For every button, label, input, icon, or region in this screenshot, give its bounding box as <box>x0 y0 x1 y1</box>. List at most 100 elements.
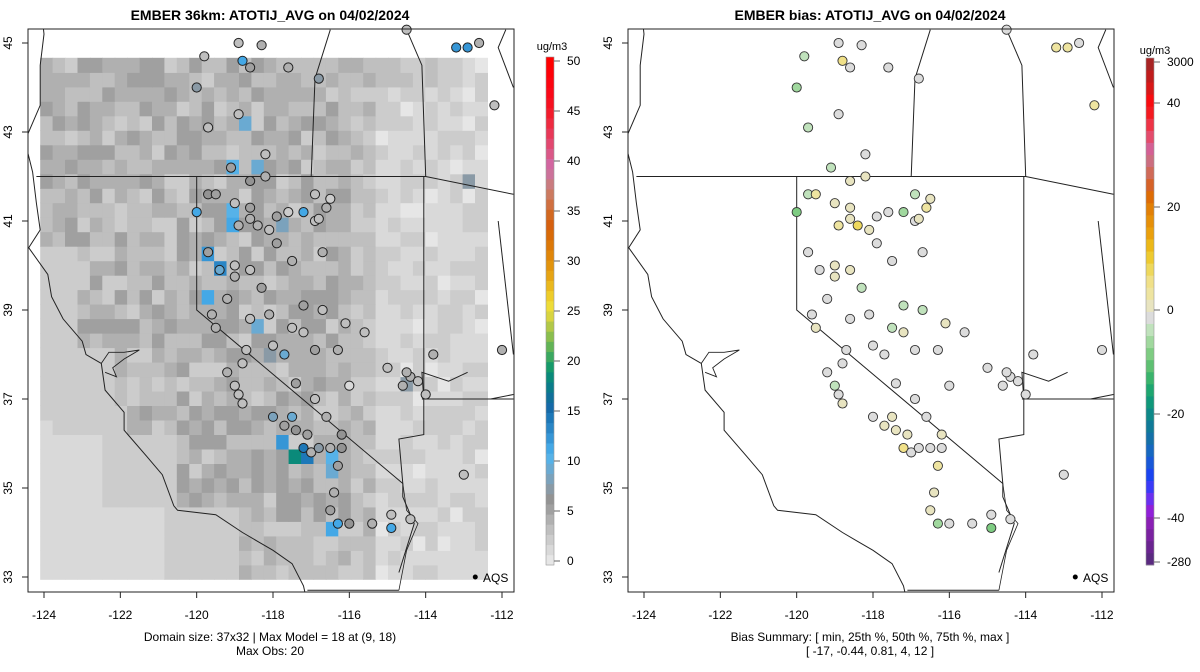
grid-cell <box>425 101 439 117</box>
state-border-line <box>490 394 514 400</box>
grid-cell <box>189 115 203 131</box>
grid-cell <box>65 86 78 102</box>
grid-cell <box>189 564 203 580</box>
colorbar-swatch <box>1146 335 1154 349</box>
grid-cell <box>412 275 426 291</box>
grid-cell <box>40 188 54 204</box>
grid-cell <box>288 101 302 117</box>
state-border-line <box>1097 220 1114 355</box>
obs-site-marker <box>264 224 275 235</box>
grid-cell <box>176 550 190 566</box>
grid-cell <box>40 419 54 435</box>
state-border-line <box>196 176 404 484</box>
grid-cell <box>176 202 190 218</box>
colorbar-tick-label: 0 <box>1167 303 1174 317</box>
grid-cell <box>412 492 426 508</box>
grid-cell <box>313 448 327 464</box>
grid-cell <box>325 535 339 551</box>
grid-cell <box>226 434 240 450</box>
obs-site-marker <box>256 282 267 293</box>
grid-cell <box>201 376 215 392</box>
grid-cell <box>363 419 377 435</box>
bias-site-marker <box>944 518 955 529</box>
grid-cell <box>251 521 265 537</box>
grid-cell <box>325 289 339 305</box>
grid-cell <box>301 550 315 566</box>
obs-site-marker <box>458 469 469 480</box>
bias-site-marker <box>837 398 848 409</box>
grid-cell <box>127 521 141 537</box>
grid-cell <box>65 477 78 493</box>
grid-cell <box>437 390 451 406</box>
colorbar-swatch <box>1146 154 1154 168</box>
bias-site-marker <box>856 282 867 293</box>
grid-cell <box>214 376 228 392</box>
grid-cell <box>114 188 128 204</box>
grid-cell <box>437 564 451 580</box>
colorbar-swatch <box>1146 227 1154 240</box>
grid-cell <box>139 159 153 175</box>
grid-cell <box>263 57 277 73</box>
model-colorbar-unit: ug/m3 <box>537 41 568 53</box>
obs-site-marker <box>264 309 275 320</box>
grid-cell <box>176 434 190 450</box>
obs-site-marker <box>386 509 397 520</box>
grid-cell <box>239 188 252 204</box>
bias-site-marker <box>909 189 921 200</box>
colorbar-swatch <box>546 239 554 251</box>
grid-cell <box>52 289 66 305</box>
x-tick-label: -114 <box>1014 608 1037 622</box>
bias-site-marker <box>913 442 924 454</box>
grid-cell <box>412 173 426 189</box>
grid-cell <box>251 506 265 522</box>
grid-cell <box>276 260 290 276</box>
grid-cell <box>276 130 290 146</box>
grid-cell <box>338 304 352 320</box>
grid-cell <box>325 246 339 262</box>
grid-cell <box>226 318 240 334</box>
grid-cell <box>189 521 203 537</box>
colorbar-swatch <box>1146 287 1154 300</box>
grid-cell <box>450 535 464 551</box>
grid-cell <box>102 521 116 537</box>
grid-cell <box>176 564 190 580</box>
grid-cell <box>40 506 54 522</box>
y-tick-label: 45 <box>601 36 615 50</box>
grid-cell <box>65 506 78 522</box>
grid-cell <box>450 550 464 566</box>
grid-cell <box>425 289 439 305</box>
grid-cell <box>375 289 389 305</box>
grid-cell <box>201 275 215 291</box>
bias-site-marker <box>913 213 924 224</box>
grid-cell <box>89 535 103 551</box>
grid-cell <box>251 434 265 450</box>
y-tick-label: 41 <box>1 214 15 228</box>
grid-cell <box>363 231 377 247</box>
grid-cell <box>363 564 377 580</box>
grid-cell <box>214 86 228 102</box>
grid-cell <box>189 550 203 566</box>
grid-cell <box>450 115 464 131</box>
grid-cell <box>425 535 439 551</box>
grid-cell <box>263 448 277 464</box>
grid-cell <box>462 506 476 522</box>
grid-cell <box>77 463 91 479</box>
grid-cell <box>412 289 426 305</box>
grid-cell <box>363 477 377 493</box>
grid-cell <box>40 231 54 247</box>
grid-cell <box>412 333 426 349</box>
grid-cell <box>89 159 103 175</box>
grid-cell <box>65 115 78 131</box>
grid-cell <box>288 362 302 378</box>
grid-cell <box>52 506 66 522</box>
grid-cell <box>139 289 153 305</box>
grid-cell <box>40 115 54 131</box>
grid-cell <box>239 86 252 102</box>
grid-cell <box>475 130 488 146</box>
obs-site-marker <box>267 340 279 351</box>
grid-cell <box>350 260 364 276</box>
grid-cell <box>400 275 414 291</box>
grid-cell <box>40 246 54 262</box>
model-panel-title: EMBER 36km: ATOTIJ_AVG on 04/02/2024 <box>131 7 410 23</box>
bias-site-marker <box>841 344 852 356</box>
